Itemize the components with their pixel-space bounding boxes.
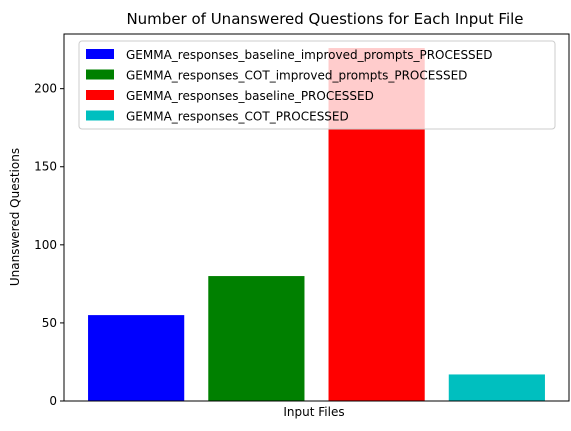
bar-1 (88, 315, 185, 401)
legend-swatch-3 (86, 90, 114, 100)
y-tick-label-0: 0 (49, 394, 57, 408)
plot-frame (63, 33, 570, 402)
y-tick-label-50: 50 (42, 316, 57, 330)
legend-swatch-4 (86, 110, 114, 121)
y-tick-label-200: 200 (34, 82, 57, 96)
y-axis-label: Unanswered Questions (8, 148, 22, 286)
x-axis-label: Input Files (283, 405, 344, 419)
bar-4 (448, 374, 545, 401)
legend-swatch-1 (86, 49, 114, 59)
legend-label-2: GEMMA_responses_COT_improved_prompts_PRO… (126, 69, 467, 83)
legend-label-4: GEMMA_responses_COT_PROCESSED (126, 110, 349, 124)
chart-title: Number of Unanswered Questions for Each … (126, 10, 523, 28)
y-tick-label-100: 100 (34, 238, 57, 252)
legend-swatch-2 (86, 69, 114, 80)
legend-label-3: GEMMA_responses_baseline_PROCESSED (126, 89, 374, 103)
legend-label-1: GEMMA_responses_baseline_improved_prompt… (126, 48, 493, 62)
legend: GEMMA_responses_baseline_improved_prompt… (78, 40, 556, 130)
y-axis: 0 50 100 150 200 (34, 82, 64, 408)
bar-2 (208, 276, 305, 401)
legend-box (78, 40, 556, 130)
y-tick-label-150: 150 (34, 160, 57, 174)
